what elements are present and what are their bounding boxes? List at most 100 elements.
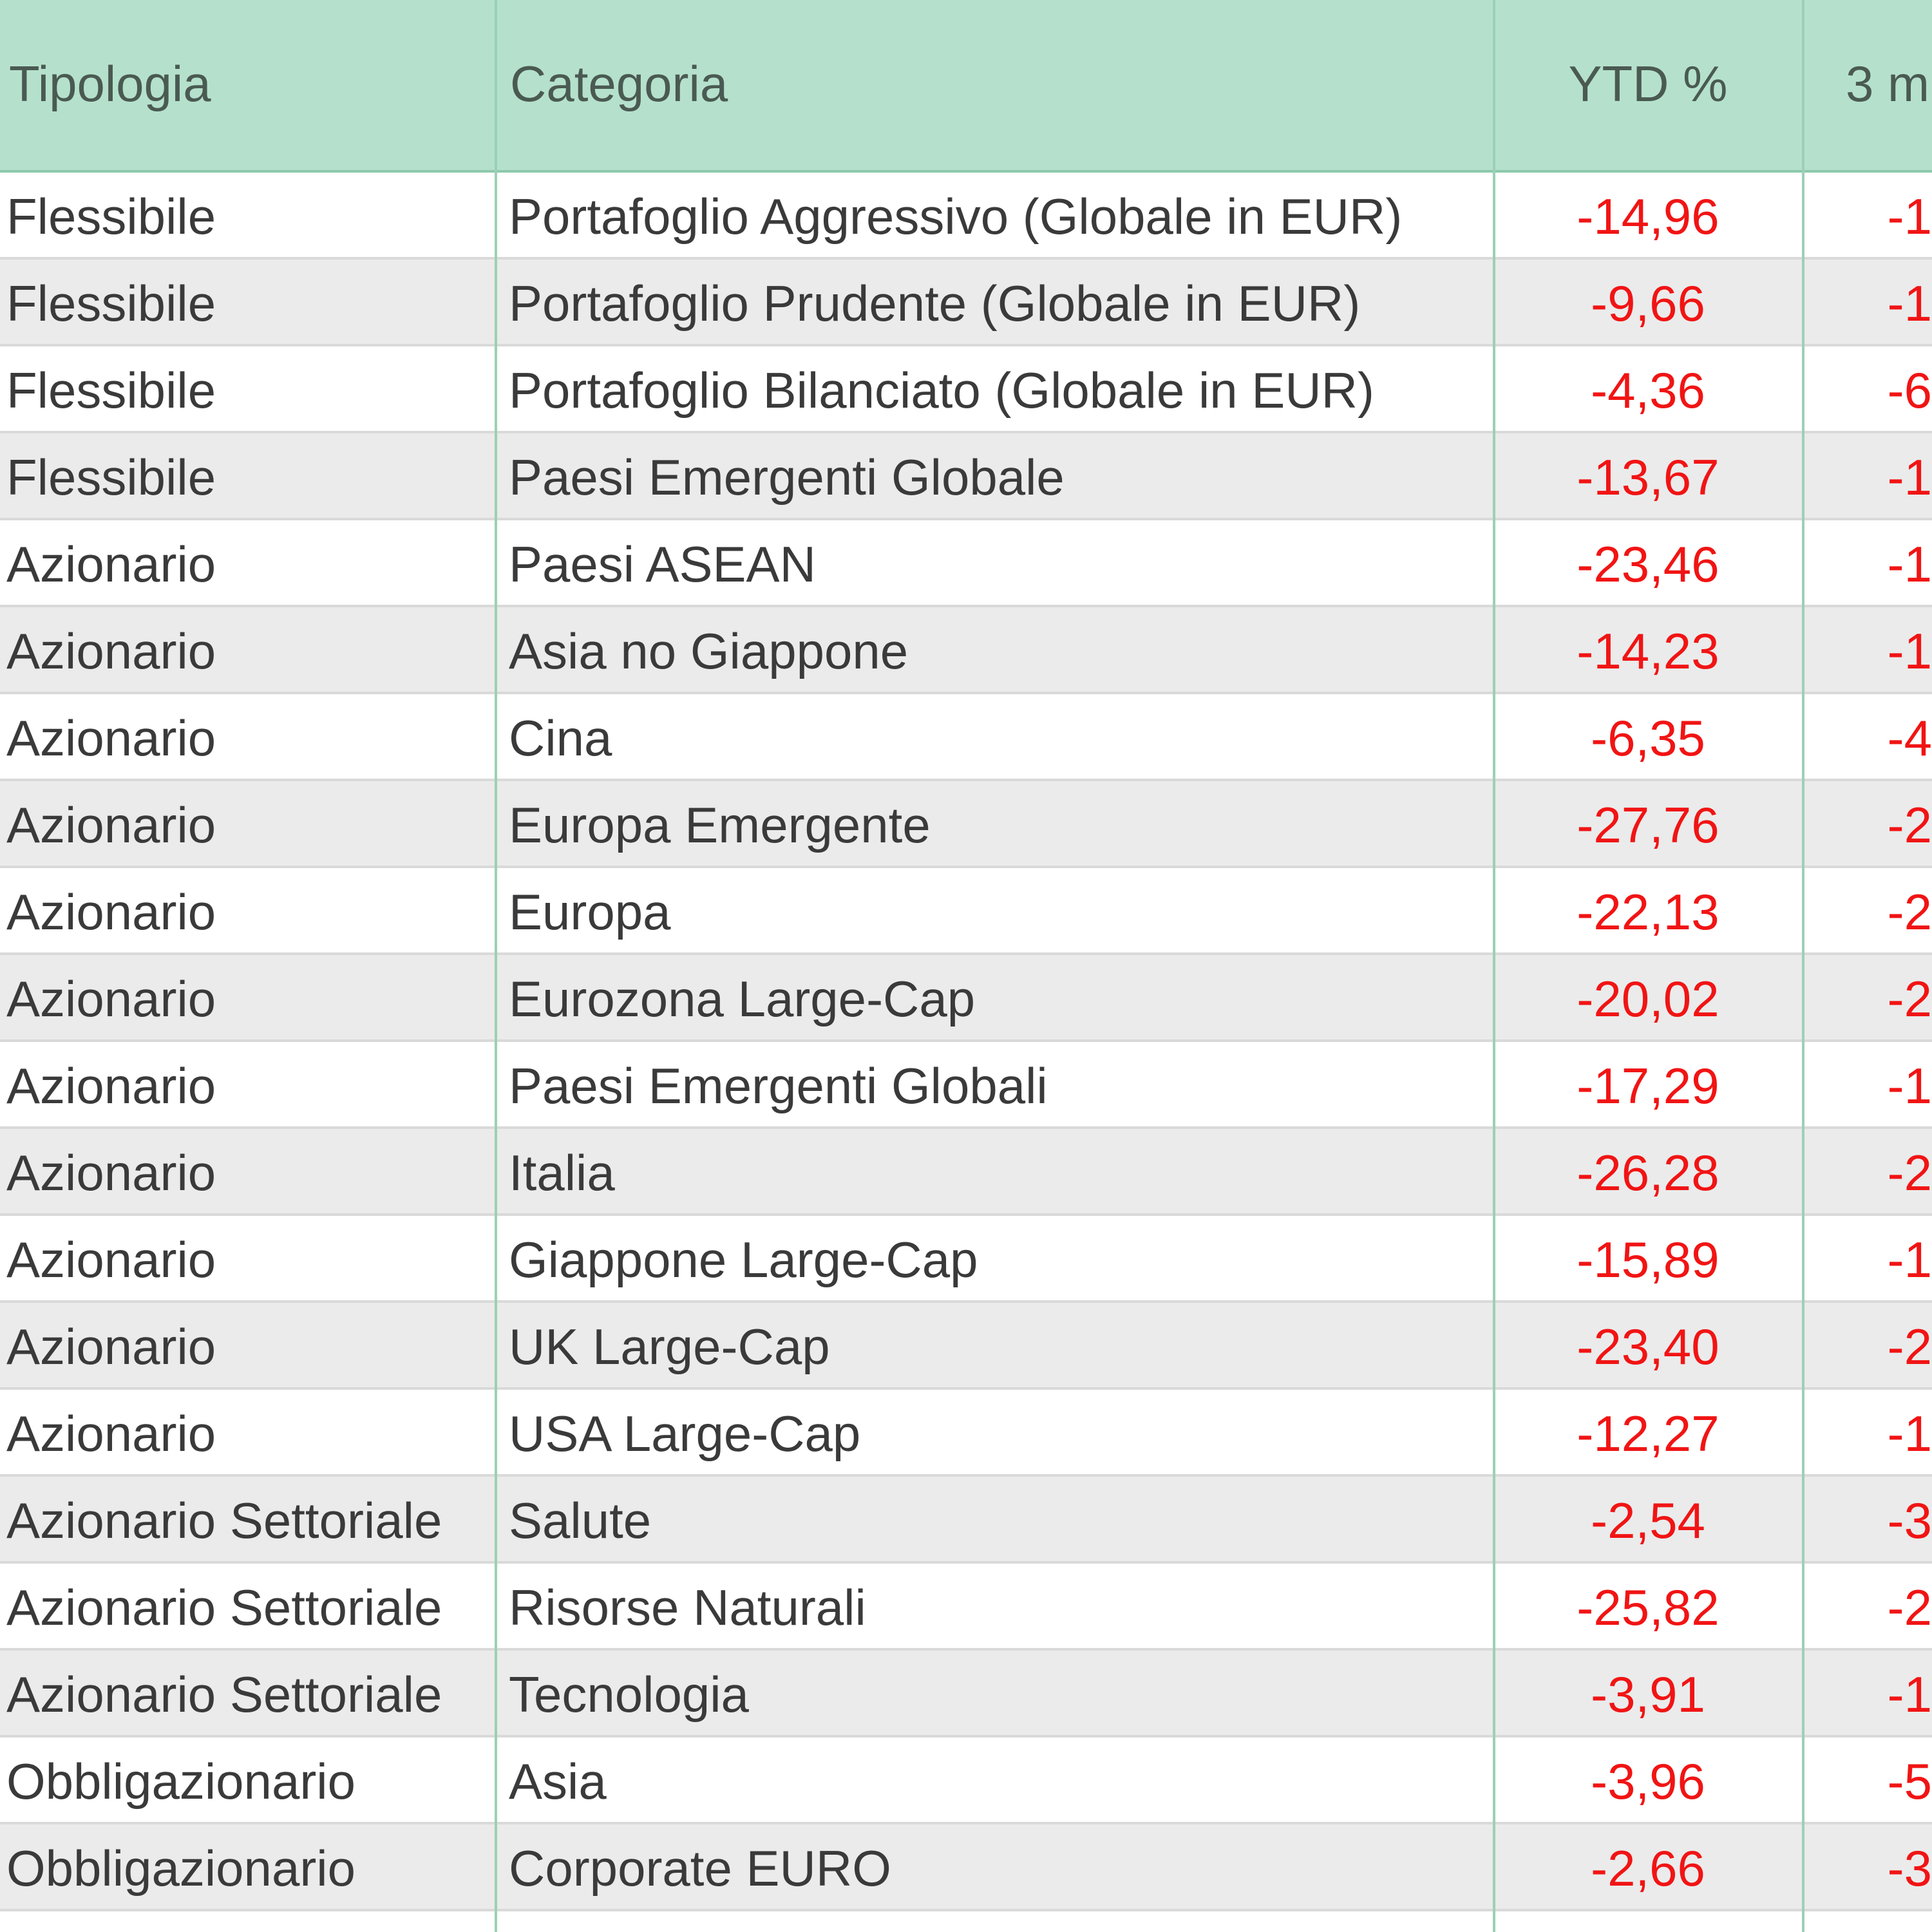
- table-row[interactable]: Azionario Settoriale Risorse Naturali -25,…: [0, 1564, 1932, 1651]
- cell-categoria[interactable]: Corporate EURO: [509, 1840, 891, 1897]
- cell-tipologia[interactable]: Azionario: [6, 1318, 216, 1375]
- cell-tipologia[interactable]: Azionario Settoriale: [6, 1579, 442, 1636]
- cell-ytd[interactable]: -23,46: [1577, 536, 1719, 592]
- header-tipologia[interactable]: Tipologia: [9, 55, 211, 112]
- cell-3m[interactable]: -1: [1887, 1666, 1932, 1723]
- cell-ytd[interactable]: -3,96: [1591, 1753, 1705, 1810]
- cell-categoria[interactable]: Europa: [509, 884, 671, 940]
- cell-categoria[interactable]: Portafoglio Bilanciato (Globale in EUR): [509, 362, 1374, 419]
- table-row[interactable]: Azionario Paesi ASEAN -23,46 -1: [0, 520, 1932, 607]
- cell-3m[interactable]: -1: [1887, 536, 1932, 592]
- cell-ytd[interactable]: -9,66: [1591, 275, 1705, 332]
- header-ytd[interactable]: YTD %: [1568, 55, 1728, 112]
- table-row[interactable]: Azionario Asia no Giappone -14,23 -1: [0, 607, 1932, 694]
- cell-3m[interactable]: -2: [1887, 971, 1932, 1027]
- cell-ytd[interactable]: -27,76: [1577, 797, 1719, 853]
- cell-3m[interactable]: -2: [1887, 1144, 1932, 1201]
- table-row[interactable]: Flessibile Portafoglio Prudente (Globale …: [0, 260, 1932, 346]
- cell-tipologia[interactable]: Azionario: [6, 536, 216, 592]
- table-row[interactable]: Azionario Europa -22,13 -2: [0, 868, 1932, 955]
- cell-categoria[interactable]: Portafoglio Prudente (Globale in EUR): [509, 275, 1361, 332]
- cell-tipologia[interactable]: Azionario: [6, 1057, 216, 1114]
- cell-ytd[interactable]: -22,13: [1577, 884, 1719, 940]
- cell-3m[interactable]: -3: [1887, 1492, 1932, 1549]
- cell-3m[interactable]: -2: [1887, 1579, 1932, 1636]
- table-row[interactable]: Obbligazionario Corporate EURO -2,66 -3: [0, 1824, 1932, 1911]
- cell-ytd[interactable]: -6,35: [1591, 710, 1705, 766]
- cell-ytd[interactable]: -15,89: [1577, 1231, 1719, 1288]
- cell-categoria[interactable]: Eurozona Large-Cap: [509, 971, 976, 1027]
- cell-tipologia[interactable]: Azionario: [6, 884, 216, 940]
- cell-3m[interactable]: -1: [1887, 1231, 1932, 1288]
- cell-tipologia[interactable]: Flessibile: [6, 188, 216, 245]
- cell-categoria[interactable]: Portafoglio Aggressivo (Globale in EUR): [509, 188, 1403, 245]
- cell-categoria[interactable]: UK Large-Cap: [509, 1318, 830, 1375]
- cell-ytd[interactable]: -25,82: [1577, 1579, 1719, 1636]
- table-row[interactable]: Flessibile Portafoglio Bilanciato (Global…: [0, 346, 1932, 433]
- cell-3m[interactable]: -5: [1887, 1753, 1932, 1810]
- cell-3m[interactable]: -2: [1887, 884, 1932, 940]
- cell-tipologia[interactable]: Azionario: [6, 1405, 216, 1462]
- cell-3m[interactable]: -1: [1887, 188, 1932, 245]
- table-row[interactable]: Flessibile Paesi Emergenti Globale -13,67 -…: [0, 433, 1932, 520]
- table-row[interactable]: Azionario Settoriale Salute -2,54 -3: [0, 1477, 1932, 1564]
- table-row[interactable]: Azionario Cina -6,35 -4: [0, 694, 1932, 781]
- cell-tipologia[interactable]: Azionario: [6, 797, 216, 853]
- cell-3m[interactable]: -1: [1887, 275, 1932, 332]
- cell-ytd[interactable]: -23,40: [1577, 1318, 1719, 1375]
- cell-categoria[interactable]: Paesi Emergenti Globali: [509, 1057, 1048, 1114]
- cell-tipologia[interactable]: Obbligazionario: [6, 1840, 356, 1897]
- cell-categoria[interactable]: Salute: [509, 1492, 652, 1549]
- cell-tipologia[interactable]: Azionario: [6, 1231, 216, 1288]
- cell-categoria[interactable]: Risorse Naturali: [509, 1579, 866, 1636]
- cell-categoria[interactable]: Cina: [509, 710, 612, 766]
- cell-3m[interactable]: -1: [1887, 1405, 1932, 1462]
- cell-tipologia[interactable]: Flessibile: [6, 449, 216, 506]
- table-row[interactable]: Azionario Italia -26,28 -2: [0, 1129, 1932, 1216]
- cell-3m[interactable]: -1: [1887, 623, 1932, 679]
- cell-ytd[interactable]: -12,27: [1577, 1405, 1719, 1462]
- table-row[interactable]: Azionario Europa Emergente -27,76 -2: [0, 781, 1932, 868]
- cell-ytd[interactable]: -14,96: [1577, 188, 1719, 245]
- cell-tipologia[interactable]: Flessibile: [6, 362, 216, 419]
- cell-categoria[interactable]: Asia: [509, 1753, 607, 1810]
- cell-3m[interactable]: -4: [1887, 710, 1932, 766]
- cell-tipologia[interactable]: Azionario Settoriale: [6, 1666, 442, 1723]
- cell-categoria[interactable]: USA Large-Cap: [509, 1405, 861, 1462]
- cell-ytd[interactable]: -3,91: [1591, 1666, 1705, 1723]
- cell-3m[interactable]: -2: [1887, 797, 1932, 853]
- table-row[interactable]: Azionario Giappone Large-Cap -15,89 -1: [0, 1216, 1932, 1303]
- cell-ytd[interactable]: -13,67: [1577, 449, 1719, 506]
- cell-ytd[interactable]: -2,54: [1591, 1492, 1705, 1549]
- cell-tipologia[interactable]: Obbligazionario: [6, 1753, 356, 1810]
- cell-categoria[interactable]: Paesi Emergenti Globale: [509, 449, 1065, 506]
- cell-3m[interactable]: -1: [1887, 449, 1932, 506]
- cell-3m[interactable]: -1: [1887, 1057, 1932, 1114]
- table-row[interactable]: Azionario UK Large-Cap -23,40 -2: [0, 1303, 1932, 1390]
- cell-tipologia[interactable]: Azionario: [6, 1144, 216, 1201]
- cell-tipologia[interactable]: Azionario: [6, 623, 216, 679]
- cell-tipologia[interactable]: Azionario Settoriale: [6, 1492, 442, 1549]
- cell-3m[interactable]: -6: [1887, 362, 1932, 419]
- cell-tipologia[interactable]: Flessibile: [6, 275, 216, 332]
- cell-ytd[interactable]: -20,02: [1577, 971, 1719, 1027]
- cell-tipologia[interactable]: Azionario: [6, 971, 216, 1027]
- table-row[interactable]: Flessibile Portafoglio Aggressivo (Global…: [0, 173, 1932, 260]
- table-row[interactable]: Azionario Settoriale Tecnologia -3,91 -1: [0, 1651, 1932, 1738]
- cell-ytd[interactable]: -2,66: [1591, 1840, 1705, 1897]
- cell-ytd[interactable]: -17,29: [1577, 1057, 1719, 1114]
- table-row[interactable]: Azionario USA Large-Cap -12,27 -1: [0, 1390, 1932, 1477]
- header-3m[interactable]: 3 m: [1846, 55, 1930, 112]
- cell-categoria[interactable]: Paesi ASEAN: [509, 536, 816, 592]
- header-categoria[interactable]: Categoria: [510, 55, 728, 112]
- cell-ytd[interactable]: -26,28: [1577, 1144, 1719, 1201]
- cell-categoria[interactable]: Europa Emergente: [509, 797, 931, 853]
- cell-categoria[interactable]: Italia: [509, 1144, 615, 1201]
- table-row[interactable]: Obbligazionario Asia -3,96 -5: [0, 1738, 1932, 1824]
- cell-categoria[interactable]: Asia no Giappone: [509, 623, 909, 679]
- cell-categoria[interactable]: Tecnologia: [509, 1666, 749, 1723]
- cell-ytd[interactable]: -14,23: [1577, 623, 1719, 679]
- cell-tipologia[interactable]: Azionario: [6, 710, 216, 766]
- cell-3m[interactable]: -3: [1887, 1840, 1932, 1897]
- cell-ytd[interactable]: -4,36: [1591, 362, 1705, 419]
